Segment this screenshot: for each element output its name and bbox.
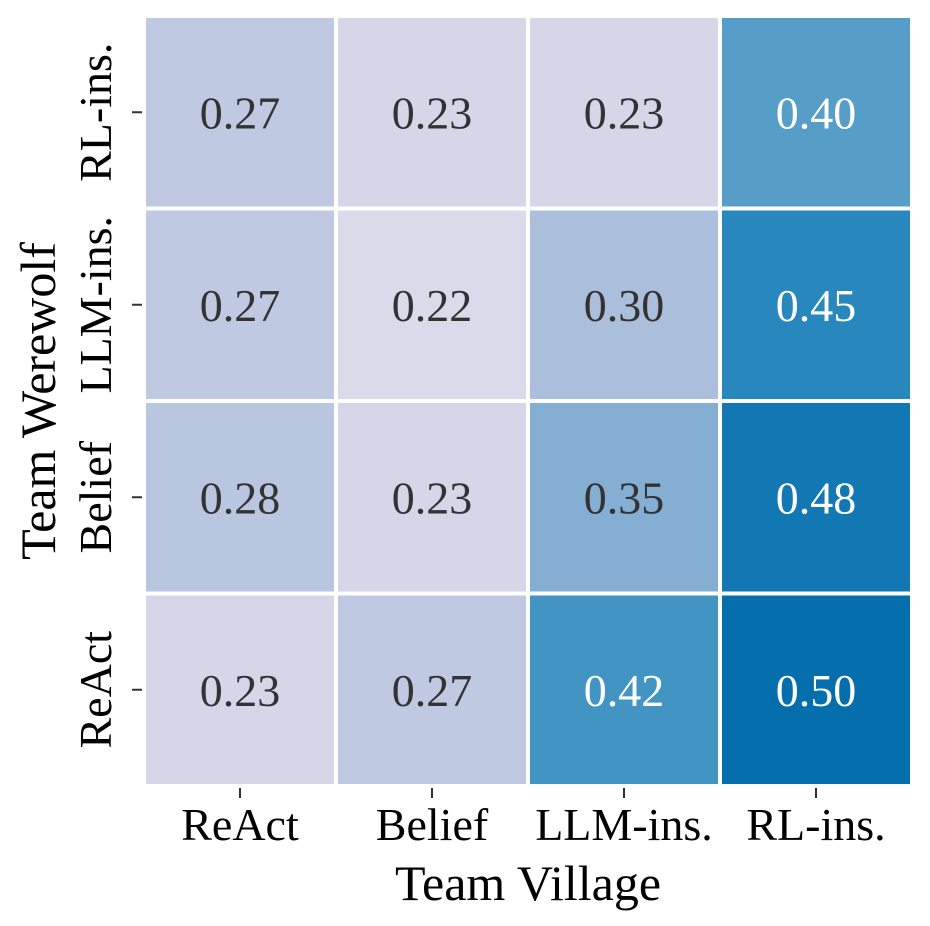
heatmap-cell	[530, 18, 718, 207]
y-tick-label: Belief	[70, 440, 121, 553]
cell-value-label: 0.23	[392, 87, 473, 138]
cell-value-label: 0.28	[200, 472, 281, 523]
heatmap-cell	[530, 403, 718, 592]
cells-layer	[146, 18, 910, 784]
cell-value-label: 0.35	[584, 472, 665, 523]
cell-value-label: 0.27	[200, 87, 281, 138]
cell-value-label: 0.50	[776, 665, 857, 716]
heatmap-cell	[146, 403, 334, 592]
cell-value-label: 0.48	[776, 472, 857, 523]
x-tick-label: LLM-ins.	[535, 799, 713, 850]
y-tick-label: RL-ins.	[70, 43, 121, 182]
heatmap-cell	[722, 595, 910, 784]
x-axis-title: Team Village	[395, 855, 661, 911]
cell-value-label: 0.23	[584, 87, 665, 138]
x-tick-label: Belief	[376, 799, 489, 850]
cell-value-label: 0.40	[776, 87, 857, 138]
heatmap-cell	[146, 595, 334, 784]
heatmap-cell	[722, 210, 910, 399]
heatmap-cell	[338, 595, 526, 784]
heatmap-cell	[146, 210, 334, 399]
cell-value-label: 0.23	[200, 665, 281, 716]
x-tick-label: ReAct	[181, 799, 299, 850]
heatmap-cell	[338, 403, 526, 592]
cell-value-label: 0.45	[776, 280, 857, 331]
cell-value-label: 0.22	[392, 280, 473, 331]
y-axis-title: Team Werewolf	[10, 242, 66, 560]
heatmap-cell	[146, 18, 334, 207]
y-tick-label: LLM-ins.	[70, 216, 121, 394]
cell-value-label: 0.27	[392, 665, 473, 716]
cell-value-label: 0.27	[200, 280, 281, 331]
heatmap-cell	[338, 18, 526, 207]
heatmap-cell	[722, 18, 910, 207]
ticks-layer: ReAct Belief LLM-ins. RL-ins. RL-ins. LLM-ins…	[70, 43, 886, 850]
heatmap-cell	[530, 210, 718, 399]
cell-value-label: 0.30	[584, 280, 665, 331]
value-labels-layer: 0.27 0.23 0.23 0.40 0.27 0.22 0.30 0.45 0.28 0.23…	[200, 87, 857, 716]
y-tick-label: ReAct	[70, 631, 121, 749]
cell-value-label: 0.42	[584, 665, 665, 716]
heatmap-cell	[338, 210, 526, 399]
x-tick-label: RL-ins.	[746, 799, 885, 850]
cell-value-label: 0.23	[392, 472, 473, 523]
heatmap-cell	[530, 595, 718, 784]
heatmap-cell	[722, 403, 910, 592]
